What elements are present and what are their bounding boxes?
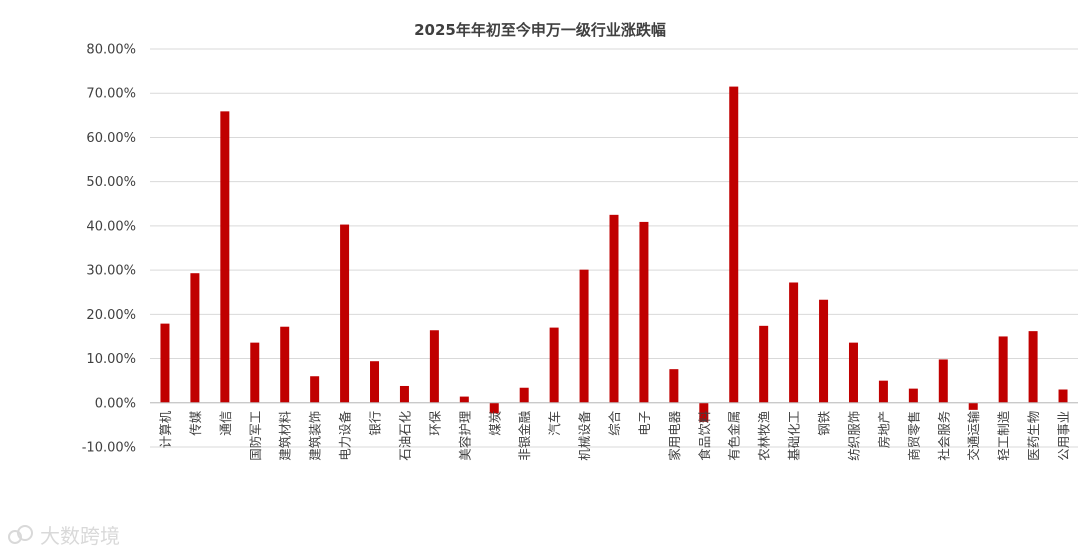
- x-tick-label: 机械设备: [577, 410, 592, 461]
- x-tick-label: 石油石化: [397, 410, 412, 461]
- bar: [1058, 389, 1068, 403]
- y-tick-label: 40.00%: [86, 219, 136, 234]
- bar: [819, 299, 829, 403]
- bar: [489, 402, 499, 414]
- bar: [190, 273, 200, 403]
- x-tick-label: 社会服务: [936, 411, 951, 461]
- bar: [878, 380, 888, 403]
- x-tick-label: 计算机: [158, 410, 173, 448]
- x-tick-label: 煤炭: [487, 411, 502, 436]
- bar: [729, 86, 739, 403]
- bar: [789, 282, 799, 403]
- x-tick-label: 美容护理: [457, 410, 472, 461]
- bar: [639, 221, 649, 403]
- x-tick-label: 医药生物: [1026, 411, 1041, 461]
- y-tick-label: 0.00%: [95, 396, 136, 411]
- x-tick-label: 综合: [607, 410, 622, 436]
- x-tick-label: 钢铁: [817, 410, 832, 436]
- bar: [549, 327, 559, 403]
- bar: [1028, 331, 1038, 403]
- y-tick-label: 50.00%: [86, 175, 136, 190]
- bar: [310, 376, 320, 403]
- bar: [459, 396, 469, 403]
- x-tick-label: 非银金融: [517, 410, 532, 461]
- x-tick-label: 银行: [368, 411, 383, 436]
- bars: [160, 86, 1068, 422]
- x-tick-label: 纺织服饰: [846, 411, 861, 461]
- x-tick-label: 通信: [218, 411, 233, 436]
- x-axis-ticks: 计算机 传媒 通信 国防军工 建筑材料 建筑装饰 电力设备 银行 石油石化 环保 美容护理 煤炭 非银金…: [158, 410, 1071, 461]
- y-tick-label: 60.00%: [86, 131, 136, 146]
- bar: [609, 214, 619, 403]
- watermark-text: 大数跨境: [40, 524, 120, 548]
- x-tick-label: 房地产: [876, 411, 891, 449]
- y-tick-label: -10.00%: [82, 441, 136, 456]
- bar: [370, 361, 380, 403]
- bar: [429, 330, 439, 403]
- bar: [340, 224, 350, 403]
- x-tick-label: 传媒: [188, 410, 203, 436]
- bar: [938, 359, 948, 403]
- bar: [220, 111, 230, 403]
- x-tick-label: 建筑材料: [278, 410, 293, 461]
- x-tick-label: 商贸零售: [906, 411, 921, 461]
- bar: [579, 269, 589, 403]
- x-tick-label: 食品饮料: [697, 410, 712, 461]
- watermark-logo-icon: [8, 524, 33, 544]
- bar: [699, 402, 709, 422]
- bar: [998, 336, 1008, 403]
- y-axis-ticks: -10.00% 0.00% 10.00% 20.00% 30.00% 40.00% 50.0…: [82, 43, 136, 456]
- bar: [908, 388, 918, 403]
- bar: [669, 369, 679, 403]
- bar: [848, 342, 858, 403]
- bar: [399, 385, 409, 403]
- bar: [968, 402, 978, 410]
- y-tick-label: 20.00%: [86, 308, 136, 323]
- y-tick-label: 30.00%: [86, 264, 136, 279]
- x-tick-label: 家用电器: [667, 410, 682, 461]
- x-tick-label: 电力设备: [338, 410, 353, 461]
- x-tick-label: 建筑装饰: [308, 411, 323, 461]
- chart-title: 2025年年初至今申万一级行业涨跌幅: [414, 21, 666, 39]
- x-tick-label: 有色金属: [727, 411, 742, 461]
- bar: [250, 342, 260, 403]
- x-tick-label: 国防军工: [248, 411, 263, 461]
- x-tick-label: 环保: [427, 410, 442, 436]
- x-tick-label: 交通运输: [966, 410, 981, 461]
- x-tick-label: 电子: [637, 411, 652, 436]
- bar: [280, 326, 290, 403]
- bar: [519, 387, 529, 403]
- x-tick-label: 农林牧渔: [757, 411, 772, 461]
- x-tick-label: 轻工制造: [996, 410, 1011, 461]
- y-tick-label: 80.00%: [86, 43, 136, 58]
- x-tick-label: 公用事业: [1056, 411, 1071, 461]
- y-tick-label: 70.00%: [86, 87, 136, 102]
- x-tick-label: 基础化工: [787, 411, 802, 461]
- bar: [160, 323, 170, 403]
- x-tick-label: 汽车: [547, 411, 562, 436]
- bar: [759, 325, 769, 403]
- y-tick-label: 10.00%: [86, 352, 136, 367]
- watermark: 大数跨境: [8, 520, 120, 549]
